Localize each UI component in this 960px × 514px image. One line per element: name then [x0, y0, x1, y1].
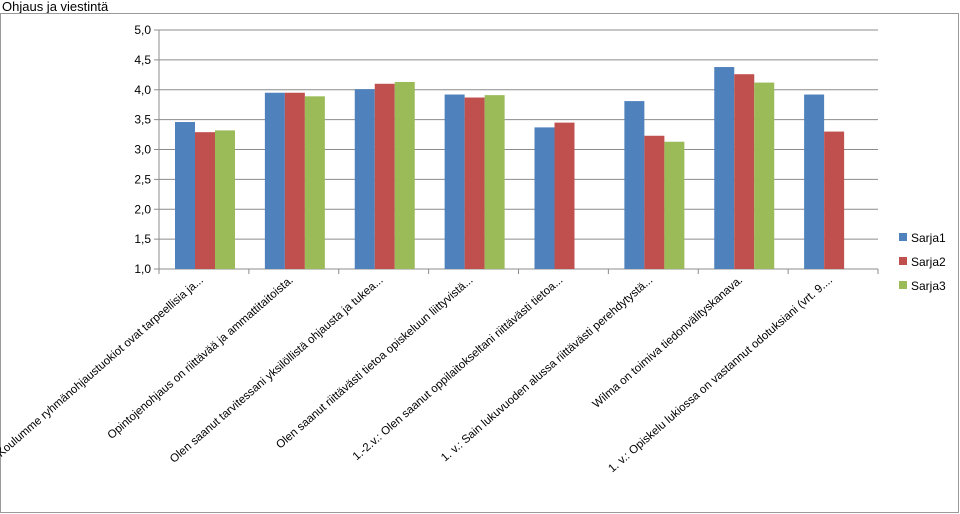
bar-sarja1 [175, 122, 195, 269]
bar-sarja1 [444, 94, 465, 269]
y-tick-label: 2,5 [134, 172, 151, 186]
x-category-label: 1. v.: Sain lukuvuoden alussa riittäväst… [439, 274, 655, 464]
bar-sarja2 [644, 135, 665, 269]
x-category-label: Olen saanut tarvitessani yksilöllistä oh… [168, 274, 386, 465]
bar-sarja3 [664, 141, 685, 269]
legend-label: Sarja3 [911, 279, 946, 293]
page-title: Ohjaus ja viestintä [2, 0, 109, 14]
bar-sarja1 [714, 67, 735, 269]
bar-sarja1 [354, 89, 375, 269]
legend-label: Sarja1 [911, 231, 946, 245]
x-category-label: Opintojenohjaus on riittävää ja ammattit… [106, 274, 296, 442]
bar-sarja3 [215, 130, 235, 269]
bar-sarja1 [804, 94, 825, 269]
bar-sarja2 [195, 132, 215, 269]
bar-sarja1 [624, 101, 645, 269]
y-tick-label: 1,0 [134, 262, 151, 276]
bar-sarja2 [824, 131, 845, 269]
y-tick-label: 5,0 [134, 23, 151, 37]
legend-swatch-sarja1 [899, 233, 907, 241]
legend-swatch-sarja3 [899, 281, 907, 289]
y-tick-label: 4,5 [134, 53, 151, 67]
x-category-label: Koulumme ryhmänohjaustuokiot ovat tarpee… [0, 274, 206, 460]
bar-sarja2 [464, 97, 485, 269]
bar-sarja2 [554, 122, 575, 269]
chart-area-frame [0, 13, 959, 513]
bar-sarja3 [304, 96, 325, 269]
y-tick-label: 3,0 [134, 143, 151, 157]
x-category-label: Wilma on toimiva tiedonvälityskanava. [591, 274, 746, 411]
x-category-label: 1.-2.v.: Olen saanut oppilaitokseltani r… [351, 274, 566, 463]
y-tick-label: 2,0 [134, 202, 151, 216]
bar-sarja3 [754, 82, 775, 269]
bar-sarja1 [264, 92, 285, 269]
bar-sarja2 [374, 83, 395, 270]
y-tick-label: 4,0 [134, 83, 151, 97]
y-tick-label: 1,5 [134, 232, 151, 246]
bar-sarja3 [484, 95, 505, 269]
x-category-label: Olen saanut riittävästi tietoa opiskeluu… [274, 274, 475, 451]
bar-sarja1 [534, 127, 555, 269]
y-tick-label: 3,5 [134, 113, 151, 127]
bar-sarja2 [284, 92, 305, 269]
legend-swatch-sarja2 [899, 257, 907, 265]
bar-sarja3 [394, 81, 415, 269]
legend-label: Sarja2 [911, 255, 946, 269]
bar-sarja2 [734, 74, 755, 269]
